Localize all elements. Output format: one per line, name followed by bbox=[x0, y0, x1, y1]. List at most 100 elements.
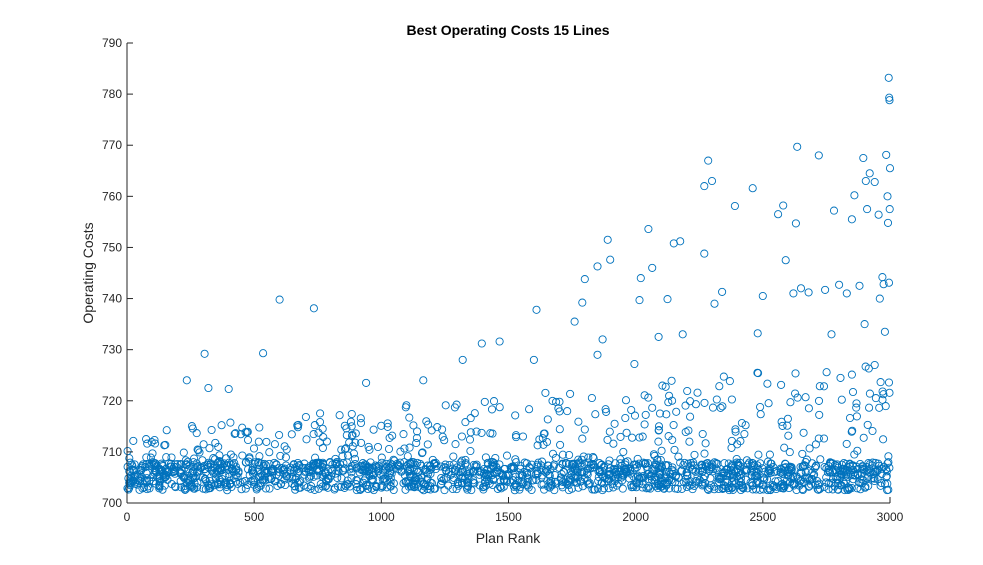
data-point bbox=[580, 425, 589, 434]
data-point bbox=[771, 477, 780, 486]
data-point bbox=[525, 405, 534, 414]
data-point bbox=[566, 476, 575, 485]
data-point bbox=[260, 466, 269, 475]
data-point bbox=[619, 469, 628, 478]
data-point bbox=[620, 465, 629, 474]
data-point bbox=[842, 439, 851, 448]
data-point bbox=[664, 432, 673, 441]
data-point bbox=[509, 476, 518, 485]
data-point bbox=[509, 482, 519, 491]
data-point bbox=[142, 474, 151, 483]
data-point bbox=[840, 479, 849, 488]
data-point bbox=[870, 476, 879, 486]
data-point bbox=[609, 439, 618, 448]
data-point bbox=[137, 465, 146, 475]
data-point bbox=[189, 462, 198, 472]
data-point bbox=[861, 176, 870, 186]
data-point bbox=[295, 460, 304, 470]
data-point bbox=[574, 483, 583, 492]
data-point bbox=[870, 177, 879, 187]
data-point bbox=[461, 418, 470, 427]
data-point bbox=[338, 466, 347, 475]
data-point bbox=[635, 296, 644, 305]
data-point bbox=[778, 467, 787, 476]
data-point bbox=[798, 462, 807, 471]
data-point bbox=[565, 450, 574, 460]
data-point bbox=[254, 458, 263, 467]
data-point bbox=[291, 485, 300, 494]
data-point bbox=[548, 396, 557, 405]
data-point bbox=[563, 407, 572, 416]
data-point bbox=[786, 398, 795, 407]
data-point bbox=[885, 388, 894, 397]
data-point bbox=[333, 482, 343, 491]
data-point bbox=[698, 461, 707, 470]
data-point bbox=[162, 453, 171, 462]
data-point bbox=[533, 462, 542, 471]
data-point bbox=[752, 471, 761, 480]
data-point bbox=[382, 463, 391, 472]
data-point bbox=[281, 480, 290, 490]
data-point bbox=[500, 464, 509, 474]
data-point bbox=[599, 484, 608, 493]
data-point bbox=[859, 153, 868, 163]
data-point bbox=[719, 483, 728, 492]
data-point bbox=[334, 467, 343, 476]
data-point bbox=[250, 476, 259, 485]
data-point bbox=[335, 411, 344, 420]
data-point bbox=[320, 469, 329, 478]
data-point bbox=[842, 289, 851, 298]
data-point bbox=[419, 376, 428, 385]
y-tick-label: 710 bbox=[102, 445, 122, 459]
y-tick-label: 740 bbox=[102, 292, 122, 306]
data-point bbox=[510, 481, 520, 490]
data-point bbox=[414, 482, 423, 491]
data-point bbox=[377, 483, 386, 492]
data-point bbox=[879, 435, 888, 444]
y-tick-label: 780 bbox=[102, 87, 122, 101]
data-point bbox=[705, 483, 714, 492]
data-point bbox=[470, 409, 479, 418]
data-point bbox=[674, 452, 683, 461]
data-point bbox=[198, 456, 207, 465]
data-point bbox=[597, 460, 606, 469]
data-point bbox=[465, 435, 475, 444]
data-point bbox=[193, 445, 202, 454]
data-point bbox=[658, 381, 667, 390]
data-point bbox=[280, 464, 289, 473]
data-point bbox=[416, 459, 425, 468]
data-point bbox=[440, 486, 449, 495]
data-point bbox=[125, 478, 134, 487]
data-point bbox=[461, 455, 470, 464]
data-point bbox=[745, 458, 754, 467]
data-point bbox=[379, 471, 388, 480]
data-point bbox=[254, 482, 263, 491]
data-point bbox=[815, 410, 824, 419]
data-point bbox=[220, 463, 229, 472]
data-point bbox=[309, 304, 318, 313]
data-point bbox=[222, 461, 232, 470]
y-tick-label: 700 bbox=[102, 496, 122, 510]
data-point bbox=[610, 419, 619, 428]
data-point bbox=[848, 465, 858, 474]
data-point bbox=[350, 454, 360, 463]
data-point bbox=[228, 460, 237, 469]
data-point bbox=[258, 475, 267, 484]
data-point bbox=[774, 210, 783, 219]
data-point bbox=[698, 478, 707, 487]
data-point bbox=[830, 482, 839, 491]
data-point bbox=[852, 403, 861, 412]
data-point bbox=[205, 444, 214, 453]
data-point bbox=[663, 295, 672, 304]
data-point bbox=[681, 401, 690, 410]
data-point bbox=[815, 382, 824, 391]
data-point bbox=[300, 459, 309, 468]
data-point bbox=[171, 466, 180, 475]
data-point bbox=[688, 465, 697, 474]
data-point bbox=[856, 485, 865, 494]
data-point bbox=[752, 469, 761, 478]
data-point bbox=[598, 486, 607, 495]
data-point bbox=[868, 426, 877, 436]
x-axis-label: Plan Rank bbox=[476, 530, 542, 546]
x-axis-ticks: 0 500 1000 1500 2000 2500 3000 bbox=[124, 497, 904, 524]
